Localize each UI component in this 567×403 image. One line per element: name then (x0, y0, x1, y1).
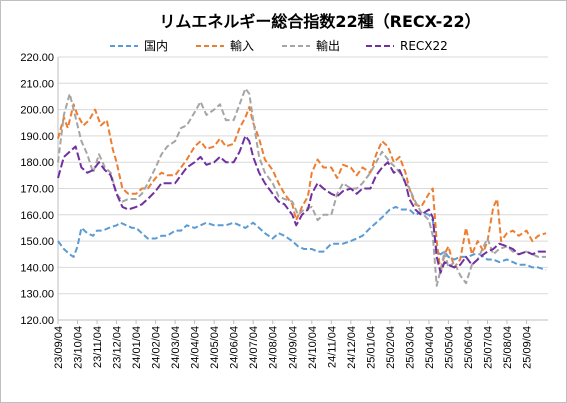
x-tick-label: 24/01/04 (131, 326, 143, 369)
x-tick-label: 24/04/04 (190, 326, 202, 369)
series-line-domestic (57, 205, 547, 271)
plot-series (57, 87, 547, 287)
y-tick-label: 140.00 (20, 262, 54, 274)
x-tick-label: 25/05/04 (443, 326, 455, 369)
x-tick-label: 24/11/04 (326, 326, 338, 368)
y-axis: 120.00 130.00 140.00 150.00 160.00 170.00 180.… (20, 52, 59, 327)
x-tick-label: 23/10/04 (73, 326, 85, 369)
x-tick-label: 25/02/04 (385, 326, 397, 369)
x-tick-label: 25/07/04 (482, 326, 494, 369)
x-tick-label: 24/09/04 (287, 326, 299, 369)
x-tick-label: 24/05/04 (209, 326, 221, 369)
legend-item-export: 輸出 (282, 38, 340, 53)
gridlines (58, 56, 548, 295)
y-tick-label: 200.00 (20, 105, 54, 117)
y-tick-label: 170.00 (20, 184, 54, 196)
x-tick-label: 25/09/04 (522, 326, 534, 369)
y-tick-label: 220.00 (20, 52, 54, 64)
x-tick-label: 24/07/04 (248, 326, 260, 369)
legend-item-recx22: RECX22 (366, 39, 448, 53)
legend-label-export: 輸出 (316, 38, 340, 53)
y-tick-label: 120.00 (20, 315, 54, 327)
series-line-import (57, 103, 547, 274)
y-tick-label: 180.00 (20, 157, 54, 169)
legend: 国内 輸入 輸出 RECX22 (110, 38, 448, 53)
x-tick-label: 23/09/04 (53, 326, 65, 369)
legend-label-domestic: 国内 (144, 39, 168, 53)
x-tick-label: 25/04/04 (424, 326, 436, 369)
legend-item-import: 輸入 (196, 38, 254, 53)
x-tick-label: 24/06/04 (229, 326, 241, 369)
x-tick-label: 25/08/04 (502, 326, 514, 369)
x-tick-label: 24/10/04 (307, 326, 319, 369)
x-tick-label: 24/12/04 (346, 326, 358, 369)
legend-label-recx22: RECX22 (400, 39, 448, 53)
x-tick-label: 24/08/04 (268, 326, 280, 369)
x-tick-label: 25/06/04 (463, 326, 475, 369)
x-tick-label: 23/12/04 (112, 326, 124, 369)
x-tick-label: 24/03/04 (170, 326, 182, 369)
legend-item-domestic: 国内 (110, 39, 168, 53)
series-line-export (57, 87, 546, 287)
x-tick-label: 24/02/04 (151, 326, 163, 369)
legend-label-import: 輸入 (230, 38, 254, 53)
chart-title: リムエネルギー総合指数22種（RECX-22） (159, 12, 480, 31)
series-line-recx22 (57, 134, 546, 274)
x-tick-label: 23/11/04 (92, 326, 104, 368)
x-tick-label: 25/01/04 (365, 326, 377, 369)
y-tick-label: 130.00 (20, 289, 54, 301)
x-axis: 23/09/04 23/10/04 23/11/04 23/12/04 24/01/04… (53, 319, 548, 369)
x-tick-label: 25/03/04 (404, 326, 416, 369)
y-tick-label: 190.00 (20, 131, 54, 143)
y-tick-label: 150.00 (20, 236, 54, 248)
y-tick-label: 160.00 (20, 210, 54, 222)
y-tick-label: 210.00 (20, 78, 54, 90)
